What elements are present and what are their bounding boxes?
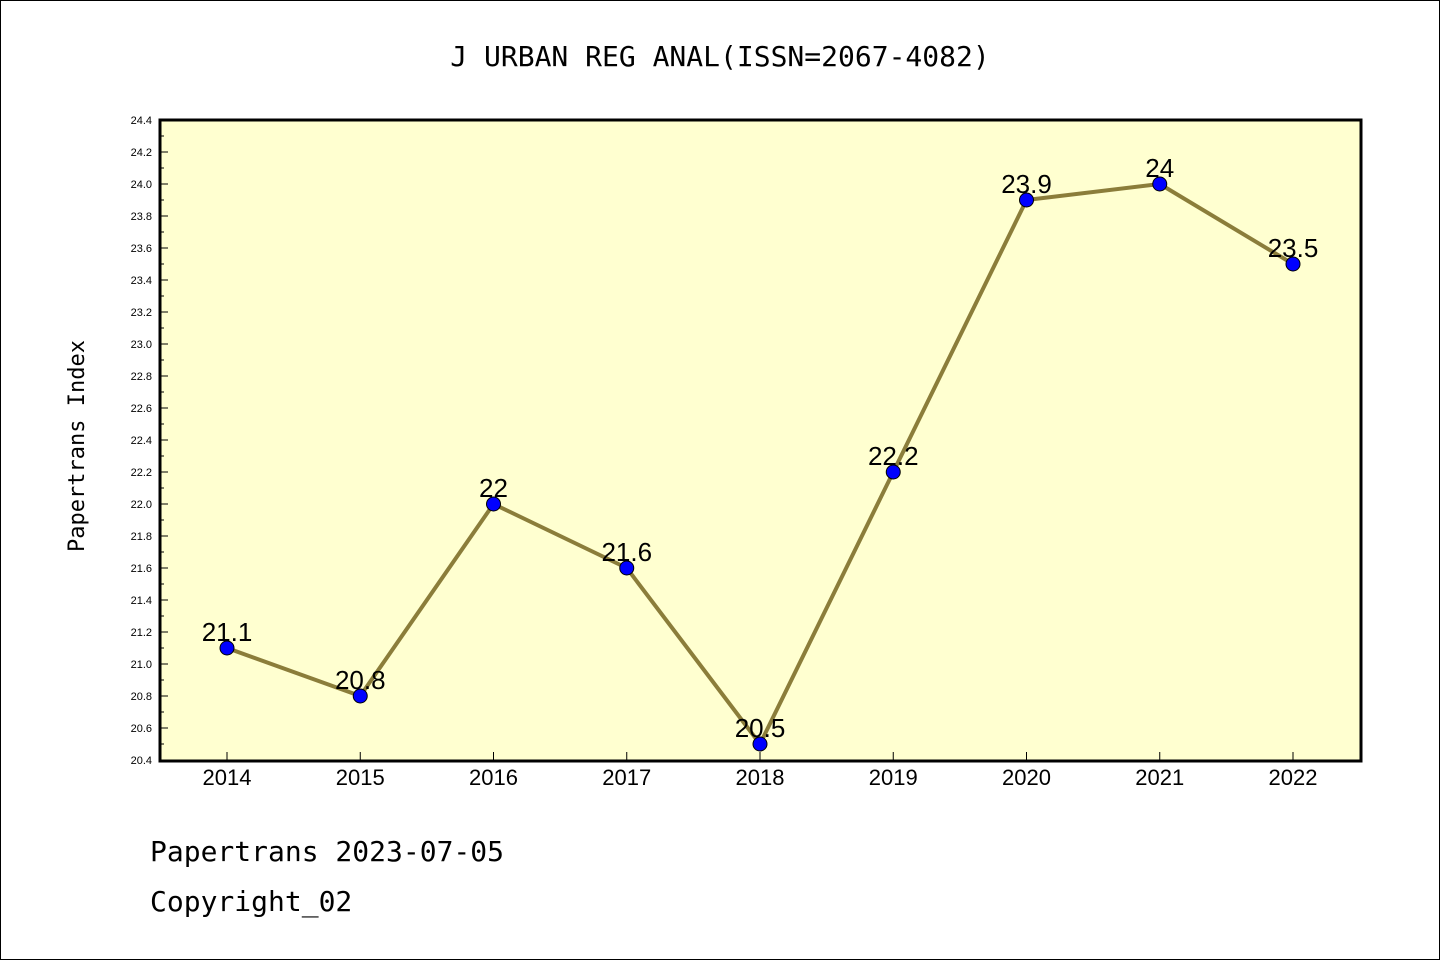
y-tick-label: 21.6: [131, 563, 152, 575]
x-tick-label: 2018: [736, 765, 785, 790]
data-point: [1152, 176, 1168, 192]
y-tick-label: 22.6: [131, 403, 152, 415]
y-tick-label: 20.6: [131, 723, 152, 735]
y-tick-label: 24.2: [131, 147, 152, 159]
data-label: 21.6: [601, 537, 652, 567]
x-tick-label: 2017: [602, 765, 651, 790]
data-labels: 21.1 20.8 22 21.6 20.5 22.2 23.9 24 23.5: [202, 153, 1319, 743]
x-tick-label: 2020: [1002, 765, 1051, 790]
data-label: 22: [479, 473, 508, 503]
data-label: 20.8: [335, 665, 386, 695]
y-tick-label: 22.0: [131, 499, 152, 511]
x-tick-label: 2014: [203, 765, 252, 790]
x-tick-label: 2015: [336, 765, 385, 790]
y-tick-label: 21.8: [131, 531, 152, 543]
data-point: [619, 560, 635, 576]
y-tick-label: 22.2: [131, 467, 152, 479]
y-tick-label: 21.4: [131, 595, 152, 607]
x-axis: 2014 2015 2016 2017 2018 2019 2020 2021 2022: [203, 752, 1318, 790]
y-tick-label: 23.4: [131, 275, 152, 287]
data-point: [1019, 192, 1034, 208]
data-point: [752, 736, 768, 752]
x-tick-label: 2022: [1269, 765, 1318, 790]
data-label: 23.5: [1268, 233, 1319, 263]
chart-title: J URBAN REG ANAL(ISSN=2067-4082): [450, 40, 989, 73]
plot-area: [158, 118, 1363, 763]
y-tick-label: 21.0: [131, 659, 152, 671]
data-markers: [219, 176, 1301, 752]
data-label: 23.9: [1001, 169, 1052, 199]
y-tick-label: 23.2: [131, 307, 152, 319]
y-axis: 20.4 20.6 20.8 21.0 21.2 21.4 21.6 21.8 22.0 22.2…: [131, 115, 168, 767]
data-point: [486, 496, 501, 512]
y-tick-label: 24.4: [131, 115, 152, 127]
y-tick-label: 22.8: [131, 371, 152, 383]
data-point: [219, 640, 235, 656]
y-tick-label: 23.0: [131, 339, 152, 351]
y-tick-label: 23.6: [131, 243, 152, 255]
y-tick-label: 23.8: [131, 211, 152, 223]
y-tick-label: 22.4: [131, 435, 152, 447]
data-label: 21.1: [202, 617, 253, 647]
x-tick-label: 2021: [1135, 765, 1184, 790]
data-label: 20.5: [735, 713, 786, 743]
y-tick-label: 20.4: [131, 755, 152, 767]
y-tick-label: 21.2: [131, 627, 152, 639]
y-axis-label: Papertrans Index: [65, 340, 90, 552]
data-point: [885, 464, 901, 480]
y-tick-label: 20.8: [131, 691, 152, 703]
y-tick-label: 24.0: [131, 179, 152, 191]
data-label: 24: [1145, 153, 1174, 183]
footer-date: Papertrans 2023-07-05: [150, 835, 505, 868]
data-point: [1285, 256, 1301, 272]
data-point: [352, 688, 368, 704]
x-tick-label: 2016: [469, 765, 518, 790]
x-tick-label: 2019: [869, 765, 918, 790]
data-label: 22.2: [868, 441, 919, 471]
footer-copyright: Copyright_02: [150, 885, 353, 918]
